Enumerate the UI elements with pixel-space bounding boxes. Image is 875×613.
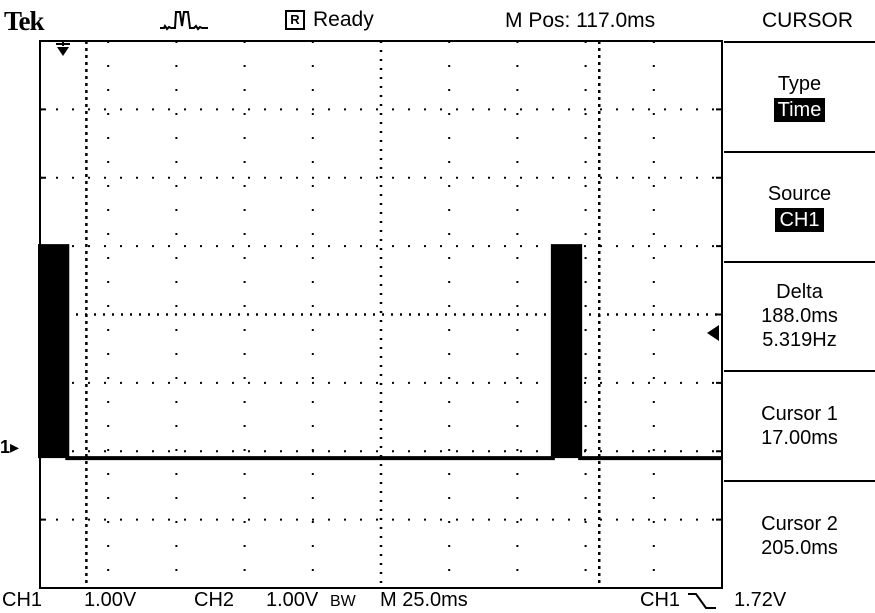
cursor-type-value: Time bbox=[773, 97, 826, 122]
menu-divider bbox=[724, 151, 875, 153]
ch2-scale: 1.00V bbox=[266, 589, 319, 611]
menu-divider bbox=[724, 370, 875, 372]
cursor-type-label: Type bbox=[777, 72, 822, 95]
status-bar: Tek R Ready M Pos: 117.0ms CURSOR bbox=[0, 0, 875, 40]
menu-divider bbox=[724, 41, 875, 43]
cursor-source-button[interactable]: Source CH1 bbox=[724, 153, 875, 260]
trigger-source: CH1 bbox=[640, 589, 681, 611]
ch1-trace bbox=[38, 244, 722, 461]
run-state-badge: R bbox=[285, 10, 305, 30]
timebase-readout: M 25.0ms bbox=[380, 589, 468, 611]
falling-edge-icon bbox=[688, 593, 716, 609]
ch1-scale: 1.00V bbox=[84, 589, 137, 611]
cursor2-button[interactable]: Cursor 2 205.0ms bbox=[724, 482, 875, 589]
trigger-level: 1.72V bbox=[734, 589, 787, 611]
ch1-pulse-burst bbox=[552, 246, 581, 459]
ch1-label[interactable]: CH1 bbox=[2, 589, 43, 611]
cursor1-value: 17.00ms bbox=[761, 426, 838, 449]
ch2-label[interactable]: CH2 bbox=[194, 589, 235, 611]
main-position-readout: M Pos: 117.0ms bbox=[505, 9, 656, 32]
channel-status-bar: CH1 1.00V CH2 1.00V BW M 25.0ms CH1 1.72… bbox=[0, 589, 875, 613]
ch1-ground-label: 1 bbox=[0, 437, 11, 457]
cursor2-value: 205.0ms bbox=[761, 536, 838, 559]
delta-label: Delta bbox=[776, 281, 823, 303]
run-state-indicator: R Ready bbox=[285, 8, 374, 32]
cursor2-label: Cursor 2 bbox=[761, 512, 838, 535]
brand-logo: Tek bbox=[4, 6, 45, 36]
bandwidth-limit-mark: BW bbox=[330, 593, 356, 610]
delta-time-value: 188.0ms bbox=[761, 305, 838, 327]
cursor1-button[interactable]: Cursor 1 17.00ms bbox=[724, 372, 875, 479]
ch1-pulse-burst bbox=[40, 246, 68, 459]
trigger-level-arrow-icon bbox=[707, 325, 719, 341]
menu-divider bbox=[724, 480, 875, 482]
cursor-delta-readout: Delta 188.0ms 5.319Hz bbox=[724, 263, 875, 369]
cursor-source-label: Source bbox=[767, 182, 832, 205]
ch1-ground-marker: 1▸ bbox=[0, 437, 19, 458]
cursor-type-button[interactable]: Type Time bbox=[724, 43, 875, 150]
menu-title: CURSOR bbox=[762, 9, 854, 32]
cursor1-label: Cursor 1 bbox=[761, 402, 838, 425]
cursor-menu: Type Time Source CH1 Delta 188.0ms 5.319… bbox=[724, 41, 875, 590]
ground-arrow-icon: ▸ bbox=[10, 437, 20, 457]
menu-divider bbox=[724, 261, 875, 263]
trigger-position-icon bbox=[56, 40, 70, 56]
run-state-text: Ready bbox=[313, 8, 374, 31]
cursor-source-value: CH1 bbox=[775, 207, 824, 232]
delta-frequency-value: 5.319Hz bbox=[762, 329, 837, 351]
trigger-pulse-icon bbox=[160, 11, 208, 31]
